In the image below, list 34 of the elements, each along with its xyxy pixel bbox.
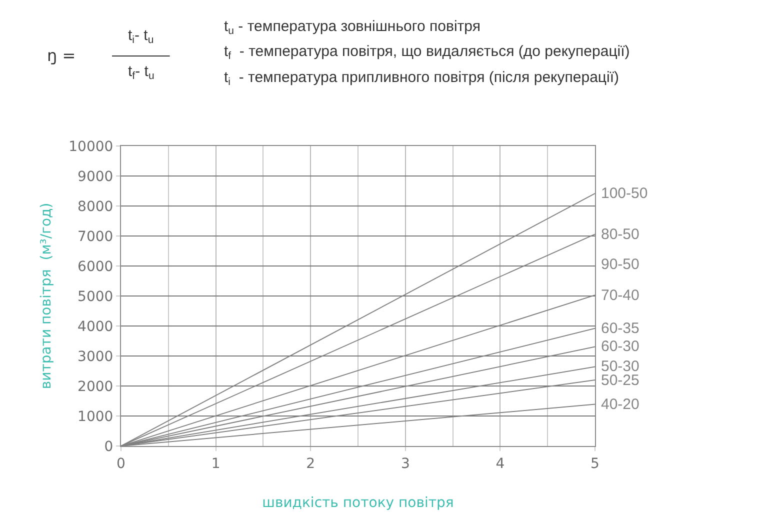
series-label: 80-50 xyxy=(601,226,640,243)
series-label: 60-30 xyxy=(601,338,640,355)
x-tick-label: 2 xyxy=(306,456,316,472)
x-axis-title: швидкість потоку повітря xyxy=(262,495,454,512)
y-tick-label: 5000 xyxy=(78,288,114,305)
text: ŋ = xyxy=(47,46,76,65)
text: 90-50 xyxy=(601,256,640,273)
series-label: 40-20 xyxy=(601,396,640,413)
x-tick-label: 3 xyxy=(400,456,410,472)
x-tick-label: 4 xyxy=(496,456,505,472)
text: t$_{i}$- t$_{u}$ xyxy=(128,27,154,46)
series-label: 100-50 xyxy=(601,185,648,202)
y-tick-label: 9000 xyxy=(78,168,114,185)
series-label: 50-30 xyxy=(601,358,640,375)
series-label: 70-40 xyxy=(601,287,640,304)
text: t$_{f}$- t$_{u}$ xyxy=(128,63,154,82)
text: t$_{i}$ - температура припливного повітря (після рекуперації) xyxy=(224,69,620,88)
y-tick-label: 2000 xyxy=(78,378,114,395)
y-axis-title: витрати повітря (м³/год) xyxy=(38,202,54,390)
series-label: 50-25 xyxy=(601,372,640,389)
y-tick-label: 8000 xyxy=(78,198,114,215)
text: t$_{f}$ - температура повітря, що видаляється (до рекуперації) xyxy=(224,43,630,62)
y-tick-label: 0 xyxy=(104,438,114,455)
text: t$_{u}$ - температура зовнішнього повітря xyxy=(224,18,480,38)
x-tick-label: 5 xyxy=(590,456,600,472)
y-tick-label: 1000 xyxy=(78,408,114,425)
y-tick-label: 7000 xyxy=(78,228,114,245)
y-tick-label: 6000 xyxy=(78,258,114,275)
series-label: 60-35 xyxy=(601,320,640,337)
y-tick-label: 4000 xyxy=(78,318,114,335)
y-tick-label: 3000 xyxy=(78,348,114,365)
y-tick-label: 10000 xyxy=(68,138,114,155)
x-tick-label: 1 xyxy=(211,456,220,472)
x-tick-label: 0 xyxy=(116,456,126,472)
